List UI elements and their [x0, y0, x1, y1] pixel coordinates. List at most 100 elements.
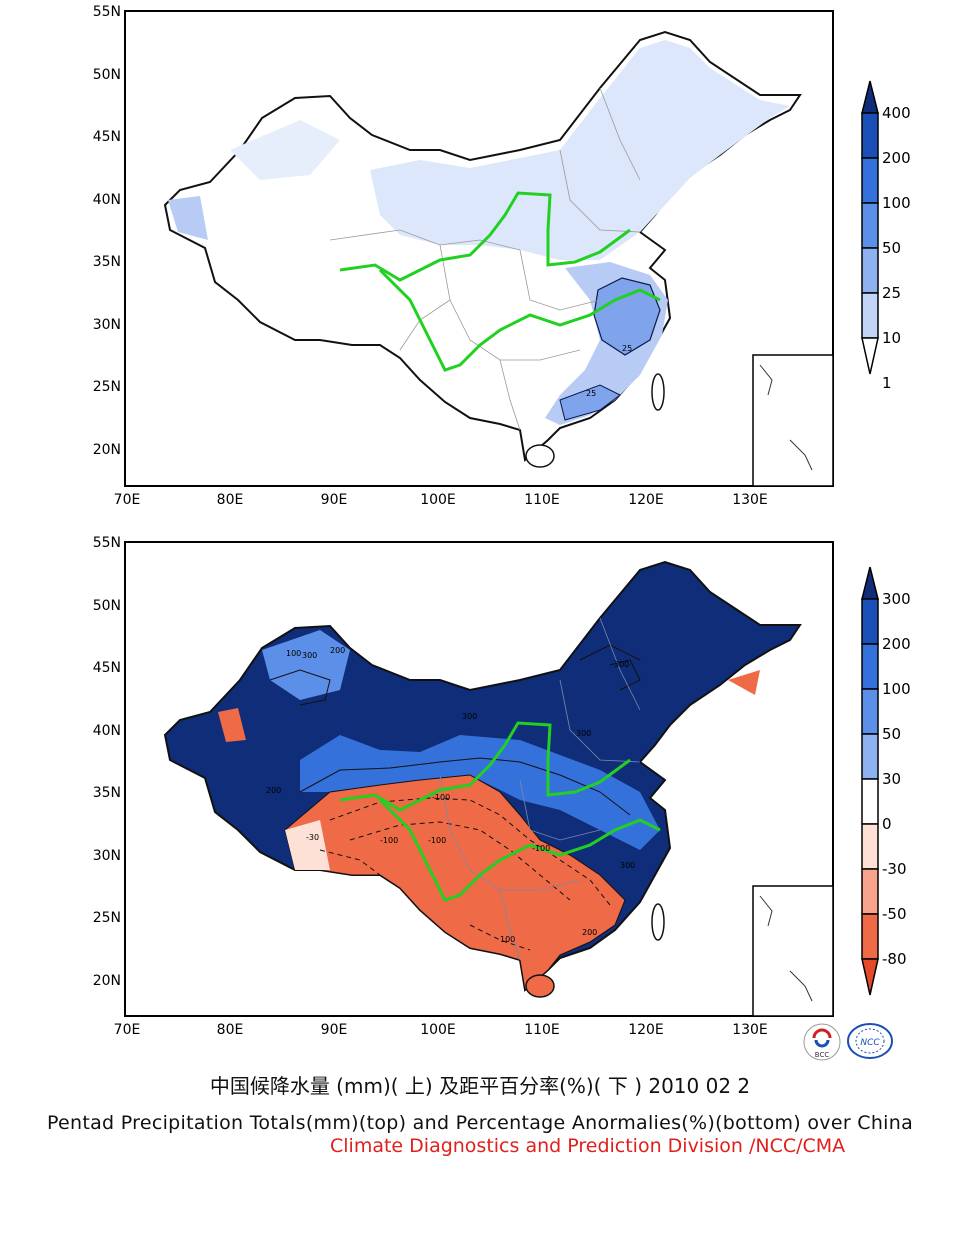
- lat-label: 40N: [93, 192, 121, 208]
- colorbar-segment: [861, 913, 879, 960]
- lon-label: 90E: [321, 1022, 348, 1038]
- colorbar-label: 1: [882, 374, 892, 392]
- anomaly-inset-coast: [759, 895, 813, 1002]
- anomaly-south-sea-inset: [752, 885, 834, 1017]
- lat-label: 55N: [93, 4, 121, 20]
- colorbar-label: 50: [882, 239, 901, 257]
- contour-label: 200: [330, 646, 345, 655]
- totals-province-borders: [329, 87, 641, 431]
- colorbar-top-arrow: [861, 80, 879, 114]
- totals-light-rain-northwest: [230, 120, 340, 180]
- anomaly-negative-area: [284, 774, 626, 991]
- lon-label: 110E: [524, 1022, 560, 1038]
- colorbar-segment: [861, 247, 879, 294]
- lat-label: 45N: [93, 660, 121, 676]
- colorbar-segment: [861, 733, 879, 780]
- contour-label: 200: [266, 786, 281, 795]
- colorbar-bottom-arrow: [861, 337, 879, 375]
- colorbar-segment: [861, 157, 879, 204]
- lon-label: 100E: [420, 1022, 456, 1038]
- lon-label: 80E: [217, 1022, 244, 1038]
- colorbar-label: 200: [882, 635, 911, 653]
- colorbar-segment: [861, 688, 879, 735]
- caption-english: Pentad Precipitation Totals(mm)(top) and…: [46, 1112, 914, 1134]
- anomaly-lon-axis: 70E 80E 90E 100E 110E 120E 130E: [114, 1022, 768, 1038]
- colorbar-label: 10: [882, 329, 901, 347]
- contour-label: 300: [614, 660, 629, 669]
- colorbar-label: 0: [882, 815, 892, 833]
- lon-label: 130E: [732, 492, 768, 508]
- contour-label: -30: [306, 833, 319, 842]
- anomaly-map: 300 200 100 300 300 300 200 -100 -100 -1…: [93, 535, 911, 1038]
- caption-organization: Climate Diagnostics and Prediction Divis…: [330, 1135, 846, 1157]
- colorbar-top-arrow: [861, 566, 879, 600]
- colorbar-segment: [861, 292, 879, 339]
- lat-label: 30N: [93, 848, 121, 864]
- totals-heavy-rain-south: [559, 384, 621, 421]
- totals-yangtze-river: [378, 268, 661, 372]
- colorbar-label: 200: [882, 149, 911, 167]
- colorbar-label: 400: [882, 104, 911, 122]
- lon-label: 90E: [321, 492, 348, 508]
- lon-label: 120E: [628, 492, 664, 508]
- bcc-logo-text: BCC: [815, 1051, 830, 1059]
- lon-label: 70E: [114, 1022, 141, 1038]
- totals-lat-axis: 55N 50N 45N 40N 35N 30N 25N 20N: [93, 4, 121, 458]
- totals-contour-label: 25: [586, 389, 596, 398]
- lat-label: 20N: [93, 973, 121, 989]
- colorbar-label: -50: [882, 905, 907, 923]
- totals-lon-axis: 70E 80E 90E 100E 110E 120E 130E: [114, 492, 768, 508]
- bcc-logo: BCC: [803, 1023, 841, 1061]
- contour-label: 300: [576, 729, 591, 738]
- contour-label: 200: [582, 928, 597, 937]
- colorbar-segment: [861, 112, 879, 159]
- lat-label: 35N: [93, 254, 121, 270]
- contour-label: -100: [432, 793, 450, 802]
- contour-label: -100: [532, 844, 550, 853]
- anomaly-positive-band: [300, 735, 660, 850]
- anomaly-negative-northeast: [728, 670, 760, 695]
- colorbar-segment: [861, 823, 879, 870]
- contour-label: 300: [620, 861, 635, 870]
- anomaly-positive-northwest: [262, 630, 350, 700]
- anomaly-yangtze-river: [378, 798, 661, 902]
- lon-label: 70E: [114, 492, 141, 508]
- contour-label: 100: [286, 649, 301, 658]
- contour-label: -100: [428, 836, 446, 845]
- lat-label: 55N: [93, 535, 121, 551]
- colorbar-segment: [861, 778, 879, 825]
- lat-label: 35N: [93, 785, 121, 801]
- colorbar-label: 50: [882, 725, 901, 743]
- anomaly-light-negative-west: [285, 820, 330, 870]
- ncc-logo-text: NCC: [860, 1038, 880, 1048]
- colorbar-label: 100: [882, 680, 911, 698]
- contour-label: 100: [500, 935, 515, 944]
- colorbar-bottom-arrow: [861, 958, 879, 996]
- anomaly-negative-contours: [319, 797, 611, 951]
- lat-label: 25N: [93, 379, 121, 395]
- caption-chinese: 中国候降水量 (mm)( 上) 及距平百分率(%)( 下 ) 2010 02 2: [209, 1074, 751, 1098]
- ncc-logo: NCC: [847, 1023, 893, 1059]
- totals-inset-coast: [759, 364, 813, 471]
- colorbar-segment: [861, 868, 879, 915]
- colorbar-segment: [861, 202, 879, 249]
- lon-label: 130E: [732, 1022, 768, 1038]
- lat-label: 20N: [93, 442, 121, 458]
- anomaly-negative-xinjiang: [218, 708, 246, 742]
- totals-map: 25 25 55N 50N 45N 40N 35N 30N 25N 20N 70…: [93, 4, 911, 508]
- totals-hainan-island: [525, 444, 555, 468]
- lon-label: 110E: [524, 492, 560, 508]
- colorbar-label: 100: [882, 194, 911, 212]
- totals-taiwan-island: [651, 373, 665, 411]
- colorbar-segment: [861, 598, 879, 645]
- colorbar-segment: [861, 643, 879, 690]
- anomaly-hainan-island: [525, 974, 555, 998]
- totals-colorbar: 400 200 100 50 25 10 1: [861, 80, 911, 392]
- lat-label: 45N: [93, 129, 121, 145]
- anomaly-taiwan-island: [651, 903, 665, 941]
- lat-label: 25N: [93, 910, 121, 926]
- colorbar-label: 25: [882, 284, 901, 302]
- lat-label: 40N: [93, 723, 121, 739]
- contour-label: 300: [462, 712, 477, 721]
